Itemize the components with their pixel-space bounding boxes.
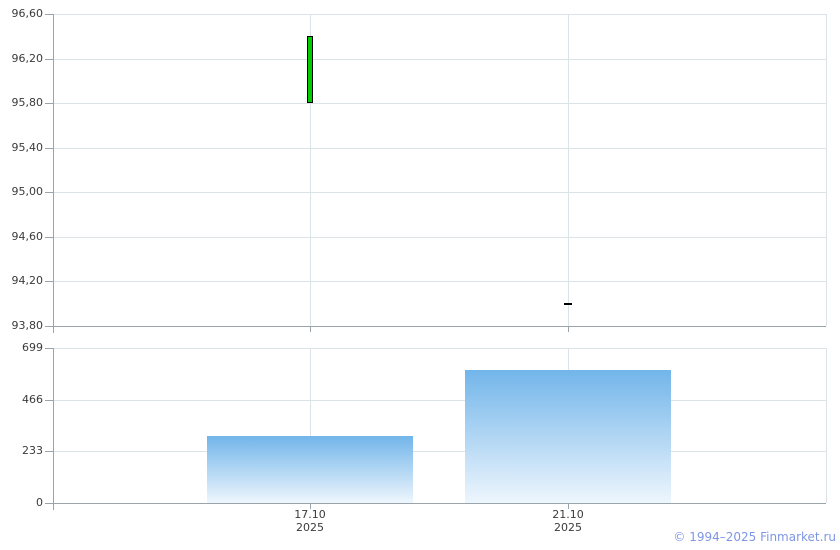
price-ytick-label: 95,80: [11, 96, 44, 109]
price-gridline: [53, 103, 826, 104]
x-axis-label: 21.10 2025: [518, 508, 618, 534]
price-gridline: [53, 281, 826, 282]
price-y-tick: [45, 192, 53, 193]
volume-ytick-label: 466: [22, 393, 43, 406]
copyright-link[interactable]: © 1994–2025 Finmarket.ru: [673, 530, 836, 544]
x-axis-label-line: 2025: [554, 521, 582, 534]
price-ytick-label: 93,80: [11, 319, 44, 332]
price-y-tick: [45, 326, 53, 327]
volume-x-axis: [53, 503, 826, 504]
volume-gridline: [53, 451, 826, 452]
volume-ytick-label: 0: [36, 496, 43, 509]
price-gridline: [53, 59, 826, 60]
x-axis-label-line: 17.10: [294, 508, 326, 521]
x-axis-label-line: 21.10: [552, 508, 584, 521]
price-ytick-label: 95,40: [11, 141, 44, 154]
volume-y-tick: [45, 451, 53, 452]
price-v-gridline: [568, 14, 569, 326]
candle: [307, 36, 313, 103]
x-axis-label: 17.10 2025: [260, 508, 360, 534]
volume-y-tick: [45, 348, 53, 349]
price-y-tick: [45, 237, 53, 238]
volume-y-tick: [45, 503, 53, 504]
price-ytick-label: 96,20: [11, 52, 44, 65]
doji-mark: [564, 303, 572, 305]
price-x-axis: [53, 326, 826, 327]
price-y-tick: [45, 14, 53, 15]
price-gridline: [53, 14, 826, 15]
price-ytick-label: 94,60: [11, 230, 44, 243]
volume-v-gridline: [310, 348, 311, 503]
price-gridline: [53, 148, 826, 149]
price-y-tick: [45, 148, 53, 149]
volume-y-tick: [45, 400, 53, 401]
volume-ytick-label: 699: [22, 341, 43, 354]
volume-x-tick: [310, 503, 311, 509]
price-ytick-label: 95,00: [11, 185, 44, 198]
price-y-tick: [45, 59, 53, 60]
price-gridline: [53, 237, 826, 238]
volume-bar: [207, 436, 413, 503]
volume-bar: [465, 370, 671, 503]
x-axis-label-line: 2025: [296, 521, 324, 534]
volume-gridline: [53, 400, 826, 401]
price-y-tick: [45, 103, 53, 104]
price-x-tick: [310, 326, 311, 332]
volume-right-border: [826, 348, 827, 503]
price-right-border: [826, 14, 827, 326]
volume-y-axis: [53, 348, 54, 510]
volume-gridline: [53, 348, 826, 349]
volume-x-tick: [568, 503, 569, 509]
price-y-tick: [45, 281, 53, 282]
price-v-gridline: [310, 14, 311, 326]
volume-ytick-label: 233: [22, 444, 43, 457]
price-y-axis: [53, 14, 54, 333]
price-ytick-label: 96,60: [11, 7, 44, 20]
price-gridline: [53, 192, 826, 193]
price-x-tick: [568, 326, 569, 332]
price-ytick-label: 94,20: [11, 274, 44, 287]
